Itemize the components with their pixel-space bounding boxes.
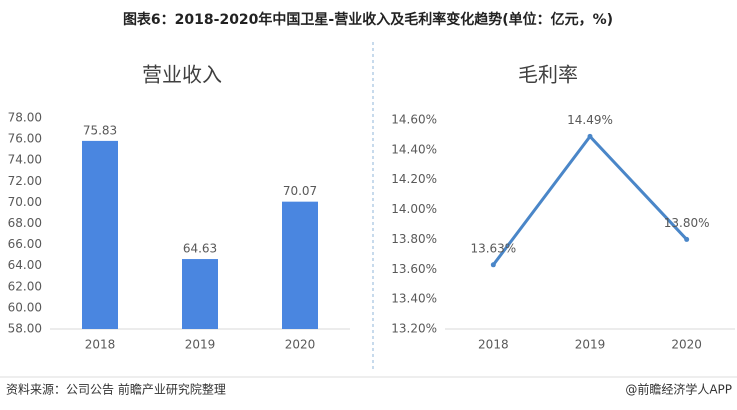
y-tick-label: 58.00: [8, 322, 42, 336]
credit: @前瞻经济学人APP: [625, 382, 732, 397]
point: [684, 236, 690, 242]
y-tick-label: 13.80%: [391, 232, 437, 246]
x-tick-label: 2018: [85, 338, 116, 352]
y-tick-label: 60.00: [8, 300, 42, 314]
bar: [182, 259, 218, 329]
y-tick-label: 66.00: [8, 237, 42, 251]
y-tick-label: 70.00: [8, 195, 42, 209]
y-tick-label: 14.00%: [391, 202, 437, 216]
line: [492, 134, 688, 266]
x-tick-label: 2018: [478, 338, 509, 352]
y-tick-label: 14.40%: [391, 142, 437, 156]
y-tick-label: 14.60%: [391, 113, 437, 127]
point: [490, 262, 496, 268]
y-tick-label: 74.00: [8, 153, 42, 167]
page-title: 图表6：2018-2020年中国卫星-营业收入及毛利率变化趋势(单位：亿元，%): [123, 11, 613, 28]
chart-title: 营业收入: [142, 63, 222, 87]
point: [587, 133, 593, 139]
y-tick-label: 13.40%: [391, 292, 437, 306]
y-tick-label: 14.20%: [391, 172, 437, 186]
value-label: 75.83: [83, 123, 117, 137]
value-label: 70.07: [283, 184, 317, 198]
y-tick-label: 13.60%: [391, 262, 437, 276]
y-tick-label: 78.00: [8, 111, 42, 125]
x-tick-label: 2020: [671, 338, 702, 352]
y-tick-label: 13.20%: [391, 322, 437, 336]
value-label: 14.49%: [567, 113, 613, 127]
y-tick-label: 72.00: [8, 174, 42, 188]
x-tick-label: 2019: [575, 338, 606, 352]
x-tick-label: 2020: [285, 338, 316, 352]
value-label: 13.80%: [664, 216, 710, 230]
y-tick-label: 64.00: [8, 258, 42, 272]
y-tick-label: 68.00: [8, 216, 42, 230]
y-tick-label: 76.00: [8, 132, 42, 146]
chart-title: 毛利率: [518, 63, 578, 87]
value-label: 64.63: [183, 242, 217, 256]
value-label: 13.63%: [470, 241, 516, 255]
source: 资料来源：公司公告 前瞻产业研究院整理: [6, 382, 226, 397]
bar: [282, 201, 318, 329]
y-tick-label: 62.00: [8, 279, 42, 293]
bar: [82, 140, 118, 329]
x-tick-label: 2019: [185, 338, 216, 352]
